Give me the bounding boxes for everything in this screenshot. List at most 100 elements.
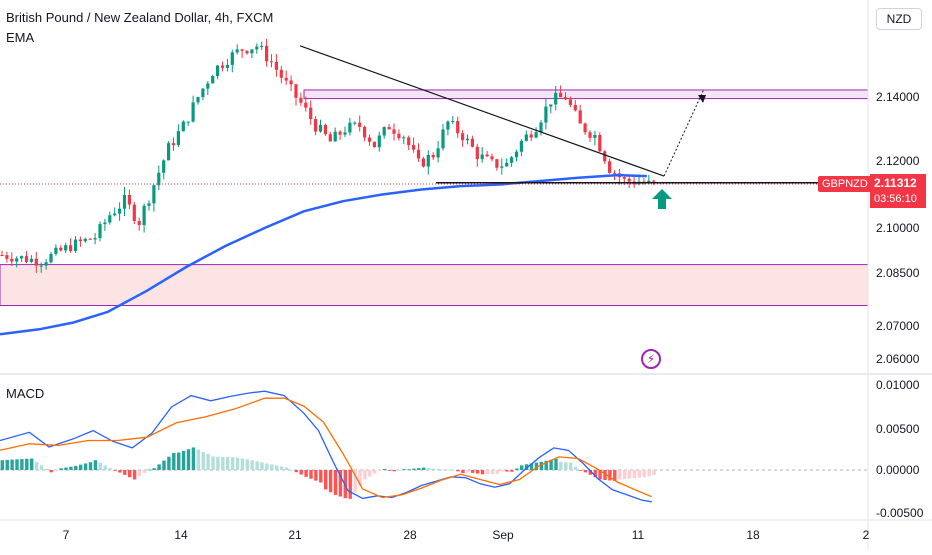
candle-body bbox=[206, 83, 210, 89]
candle-body bbox=[456, 120, 460, 134]
price-tick-label: 2.10000 bbox=[876, 221, 920, 235]
macd-histogram-bar bbox=[191, 447, 196, 470]
candle-body bbox=[279, 69, 283, 78]
macd-histogram-bar bbox=[652, 470, 656, 476]
candle-body bbox=[338, 131, 342, 135]
bar-countdown: 03:56:10 bbox=[874, 193, 917, 205]
candle-body bbox=[10, 258, 14, 262]
macd-histogram-bar bbox=[632, 470, 637, 479]
candle-body bbox=[240, 49, 244, 51]
current-price-badge: 2.11312 03:56:10 bbox=[870, 174, 926, 208]
macd-histogram-bar bbox=[103, 465, 107, 470]
ema-line bbox=[0, 173, 647, 336]
time-tick-label: 14 bbox=[174, 528, 188, 542]
candle-body bbox=[0, 255, 4, 256]
candle-body bbox=[284, 77, 288, 81]
macd-histogram-bar bbox=[309, 470, 313, 479]
candle-body bbox=[480, 154, 484, 160]
macd-histogram-bar bbox=[627, 470, 632, 479]
candle-body bbox=[230, 52, 234, 65]
macd-histogram-bar bbox=[407, 469, 411, 470]
candle-body bbox=[269, 61, 274, 63]
macd-histogram-bar bbox=[466, 470, 470, 473]
candle-body bbox=[470, 138, 474, 147]
macd-histogram-bar bbox=[363, 470, 367, 480]
price-tick-label: 2.06000 bbox=[876, 352, 920, 366]
macd-histogram-bar bbox=[387, 470, 392, 471]
macd-histogram-bar bbox=[603, 470, 607, 480]
candle-body bbox=[495, 159, 499, 168]
candle-body bbox=[652, 180, 656, 182]
macd-histogram-bar bbox=[74, 465, 78, 470]
currency-selector[interactable]: NZD bbox=[876, 8, 922, 30]
candle-body bbox=[363, 126, 367, 138]
candle-body bbox=[446, 121, 450, 130]
macd-histogram-bar bbox=[25, 458, 29, 470]
ema-indicator-label[interactable]: EMA bbox=[6, 30, 35, 45]
macd-histogram-bar bbox=[451, 469, 455, 471]
macd-histogram-bar bbox=[554, 458, 558, 470]
price-tick-label: 2.12000 bbox=[876, 154, 920, 168]
macd-histogram-bar bbox=[431, 468, 436, 470]
lightning-icon[interactable]: ⚡ bbox=[641, 349, 661, 369]
candle-body bbox=[544, 106, 548, 123]
candle-body bbox=[593, 134, 597, 138]
macd-histogram-bar bbox=[480, 470, 485, 475]
candle-body bbox=[54, 247, 58, 254]
macd-histogram-bar bbox=[544, 460, 548, 470]
macd-histogram-bar bbox=[353, 470, 357, 493]
candle-body bbox=[510, 157, 514, 163]
macd-histogram-bar bbox=[608, 470, 612, 481]
macd-histogram-bar bbox=[157, 464, 161, 470]
time-tick-label: 11 bbox=[632, 528, 645, 542]
candle-body bbox=[382, 127, 386, 136]
candle-body bbox=[372, 141, 376, 148]
candle-body bbox=[24, 256, 29, 262]
candle-body bbox=[431, 154, 435, 158]
candle-body bbox=[176, 131, 180, 146]
macd-histogram-bar bbox=[221, 456, 225, 470]
macd-indicator-label[interactable]: MACD bbox=[6, 386, 45, 401]
macd-histogram-bar bbox=[422, 467, 426, 470]
candle-body bbox=[353, 122, 357, 124]
candle-body bbox=[402, 137, 406, 139]
candle-body bbox=[387, 127, 391, 130]
macd-histogram-bar bbox=[250, 460, 254, 470]
candle-body bbox=[44, 262, 48, 266]
candle-body bbox=[358, 122, 362, 127]
macd-histogram-bar bbox=[15, 459, 19, 470]
candle-body bbox=[186, 121, 190, 123]
candle-body bbox=[73, 239, 78, 252]
macd-histogram-bar bbox=[368, 470, 372, 477]
candle-body bbox=[142, 205, 146, 226]
macd-histogram-bar bbox=[373, 470, 377, 474]
candle-body bbox=[201, 88, 205, 98]
macd-histogram-bar bbox=[534, 462, 539, 470]
macd-histogram-bar bbox=[10, 459, 14, 470]
macd-histogram-bar bbox=[382, 468, 387, 470]
candle-body bbox=[573, 104, 577, 111]
candle-body bbox=[265, 45, 269, 62]
candle-body bbox=[534, 132, 538, 138]
candle-body bbox=[83, 238, 87, 242]
macd-histogram-bar bbox=[196, 449, 200, 470]
candle-body bbox=[377, 135, 381, 148]
macd-tick-label: 0.00500 bbox=[876, 422, 920, 436]
macd-histogram-bar bbox=[593, 470, 597, 478]
candle-body bbox=[20, 256, 24, 259]
candle-body bbox=[167, 143, 171, 161]
candle-body bbox=[465, 138, 470, 141]
macd-histogram-bar bbox=[647, 470, 651, 477]
macd-histogram-bar bbox=[377, 470, 382, 471]
macd-histogram-bar bbox=[475, 470, 480, 474]
macd-histogram-bar bbox=[529, 463, 534, 470]
macd-histogram-bar bbox=[5, 459, 9, 470]
candle-body bbox=[299, 97, 303, 103]
macd-histogram-bar bbox=[622, 470, 627, 480]
macd-histogram-bar bbox=[343, 470, 347, 499]
up-arrow-icon bbox=[652, 189, 672, 209]
candle-body bbox=[216, 65, 220, 77]
candle-body bbox=[157, 172, 161, 186]
